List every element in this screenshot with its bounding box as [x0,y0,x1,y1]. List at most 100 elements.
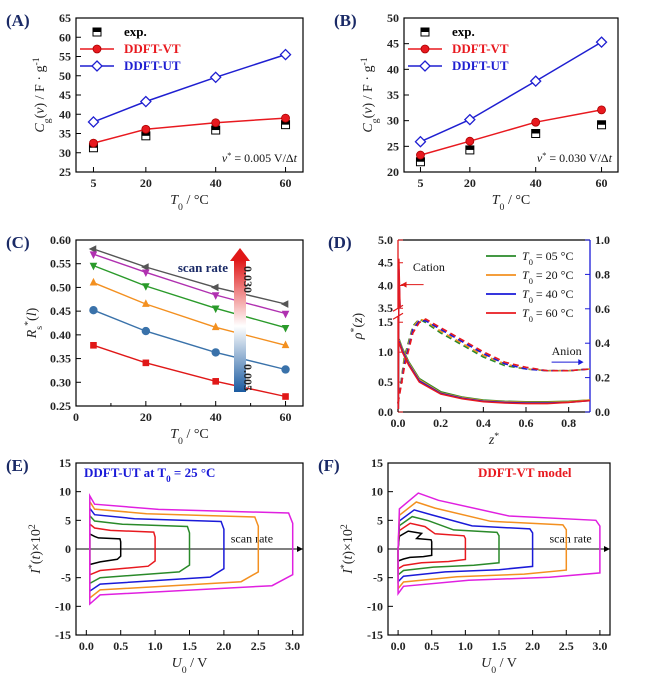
data-point [87,116,100,128]
data-point [141,326,151,336]
panel-c: 0 20 40 60 0.25 0.30 0.35 0.40 0.45 0.50 0.55 0.60 (… [6,233,304,447]
cv-loop-line [89,506,225,593]
cv-loop-0 [89,532,122,566]
y-tick-label: -15 [367,628,383,642]
data-point [595,36,608,49]
cv-loop-line [89,532,122,566]
y-tick-label: -5 [61,571,71,585]
data-point [281,340,290,349]
y-tick-label: 0.60 [50,233,71,247]
y-tick-label: 0 [377,542,383,556]
colorbar-max-label: 0.030 [241,266,255,293]
y-axis-title: ρ*(z) [349,312,367,340]
y-tick-label: 45 [387,37,399,51]
y-tick-label: 0.0 [378,405,393,419]
series-DDFT-VT [89,113,290,148]
y-tick-label: 10 [371,485,383,499]
series-line [93,309,286,371]
y-tick-label: 0.35 [50,352,71,366]
data-point [142,283,150,291]
y-tick-label: 50 [387,11,399,25]
data-point [141,263,149,271]
anion-curve [397,318,591,404]
x-tick-label: 3.0 [592,639,607,653]
data-point [463,113,476,126]
data-point-fill [281,120,290,125]
panel-label: (A) [6,11,30,30]
legend-label: T0 = 40 °C [522,287,573,305]
y-tick-label: 0.40 [50,328,71,342]
data-point-fill [416,157,425,162]
data-point [89,138,98,148]
cv-loop-2 [397,515,500,577]
cv-loop-0 [397,530,433,563]
data-point [414,135,427,148]
y-tick-label: 10 [59,485,71,499]
data-point [531,117,541,127]
data-point [465,145,475,155]
y-tick-label: 55 [59,50,71,64]
data-point [211,348,220,357]
x-tick-label: 0.6 [519,416,534,430]
legend-label: T0 = 20 °C [522,268,573,286]
data-point [597,120,607,130]
data-point [91,60,103,72]
data-point [210,283,219,292]
cv-loop-line [89,499,260,600]
data-point [420,27,430,37]
panel-label: (F) [318,456,340,475]
x-tick-label: 2.0 [216,639,231,653]
chart-title: DDFT-VT model [478,465,572,480]
data-point [211,125,221,135]
x-tick-label: 20 [464,176,476,190]
x-tick-label: 0.2 [433,416,448,430]
y-tick-label: 15 [59,456,71,470]
x-axis-title: z* [488,431,499,449]
chart-title: DDFT-UT at T0 = 25 °C [84,465,215,484]
y-tick-label: -15 [55,628,71,642]
legend-label: exp. [124,24,147,39]
series-DDFT-UT [414,36,608,148]
plot-frame [75,17,304,173]
x-tick-label: 0 [73,410,79,424]
y-tick-label: 5 [65,513,71,527]
cv-loop-line [89,513,191,585]
data-point [281,113,290,123]
data-point [89,251,98,260]
cv-loop-4 [397,501,568,591]
x-tick-label: 2.5 [251,639,266,653]
y-tick-label: 40 [59,107,71,121]
x-tick-label: 20 [140,410,152,424]
x-tick-label: 5 [90,176,96,190]
data-point [92,27,102,37]
cv-loop-1 [397,522,467,571]
data-point [597,105,606,115]
data-point [279,48,292,61]
data-point [88,245,97,253]
x-tick-label: 0.8 [561,416,576,430]
data-point [281,365,290,374]
y-tick-label: 60 [59,30,71,44]
y-tick-label: 5 [377,513,383,527]
y-tick-label: 30 [387,114,399,128]
x-tick-label: 40 [210,410,222,424]
y-tick-label: 0 [65,542,71,556]
x-tick-label: 1.5 [492,639,507,653]
x-tick-label: 60 [280,410,292,424]
y-tick-label: 0.55 [50,257,71,271]
scan-rate-annotation: v* = 0.005 V/Δt [222,151,298,166]
y-tick-label: 0.25 [50,399,71,413]
data-point-fill [211,126,220,131]
cv-loop-line [89,492,294,606]
y-axis-title: I*(t)×102 [27,524,45,575]
cv-loop-line [89,522,156,576]
series-line [93,53,286,123]
scan-rate-label: scan rate [178,260,228,275]
cv-loop-2 [89,513,191,585]
data-point-fill [421,28,429,32]
x-tick-label: 60 [280,176,292,190]
data-point-fill [465,145,474,150]
y-right-tick-label: 0.6 [595,302,610,316]
series-line [93,253,286,315]
y-right-tick-label: 0.4 [595,336,610,350]
